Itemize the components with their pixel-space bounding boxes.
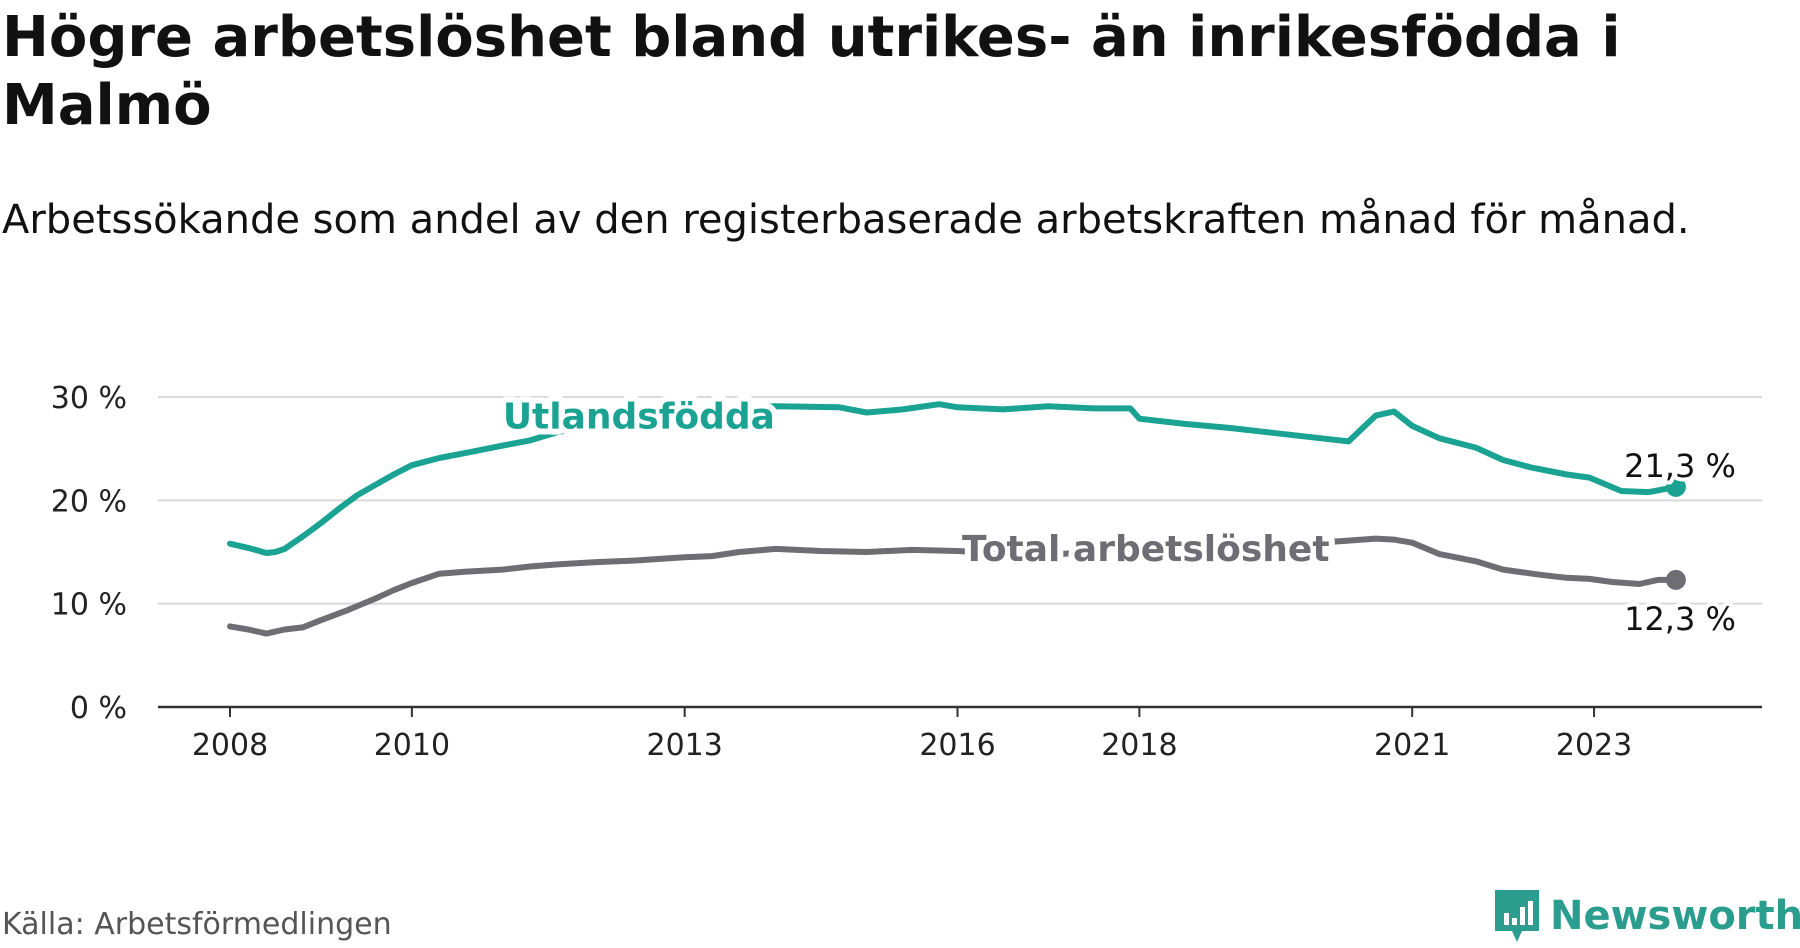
series-name-label: Utlandsfödda <box>503 397 775 438</box>
x-tick-label: 2013 <box>647 728 723 763</box>
brand-name: Newsworthy <box>1550 893 1800 939</box>
x-tick-label: 2018 <box>1101 728 1177 763</box>
series-end-point <box>1665 476 1686 497</box>
series-lines <box>227 401 1686 637</box>
series-line-utlandsfodda <box>227 401 1679 556</box>
end-value-label: 12,3 % <box>1624 600 1736 638</box>
brand-logo[interactable]: Newsworthy <box>1492 884 1800 948</box>
y-tick-label: 30 % <box>51 381 127 416</box>
series-line-total <box>227 535 1679 637</box>
x-tick-label: 2023 <box>1556 728 1632 763</box>
source-note: Källa: Arbetsförmedlingen <box>2 907 392 942</box>
series-labels: Utlandsfödda 21,3 % Total arbetslöshet 12,3… <box>497 391 1740 642</box>
series-name-label: Total arbetslöshet <box>962 529 1330 570</box>
x-axis-ticks: 2008 2010 2013 2016 2018 2021 2023 <box>192 707 1632 763</box>
x-tick-label: 2008 <box>192 728 268 763</box>
gridlines <box>158 396 1762 605</box>
y-tick-label: 10 % <box>51 588 127 623</box>
y-tick-label: 20 % <box>51 484 127 519</box>
x-tick-label: 2016 <box>919 728 995 763</box>
newsworthy-logo-icon <box>1495 890 1539 942</box>
line-chart: 0 % 10 % 20 % 30 % 2008 2010 2013 2016 2018 2021… <box>51 381 1762 763</box>
end-value-label: 21,3 % <box>1624 447 1736 485</box>
series-end-point <box>1665 569 1686 590</box>
x-tick-label: 2021 <box>1374 728 1450 763</box>
chart-title: Högre arbetslöshet bland utrikes- än inr… <box>2 5 1621 138</box>
y-tick-label: 0 % <box>70 691 127 726</box>
x-tick-label: 2010 <box>374 728 450 763</box>
chart-subtitle: Arbetssökande som andel av den registerb… <box>2 197 1690 243</box>
y-axis-ticks: 0 % 10 % 20 % 30 % <box>51 381 127 726</box>
